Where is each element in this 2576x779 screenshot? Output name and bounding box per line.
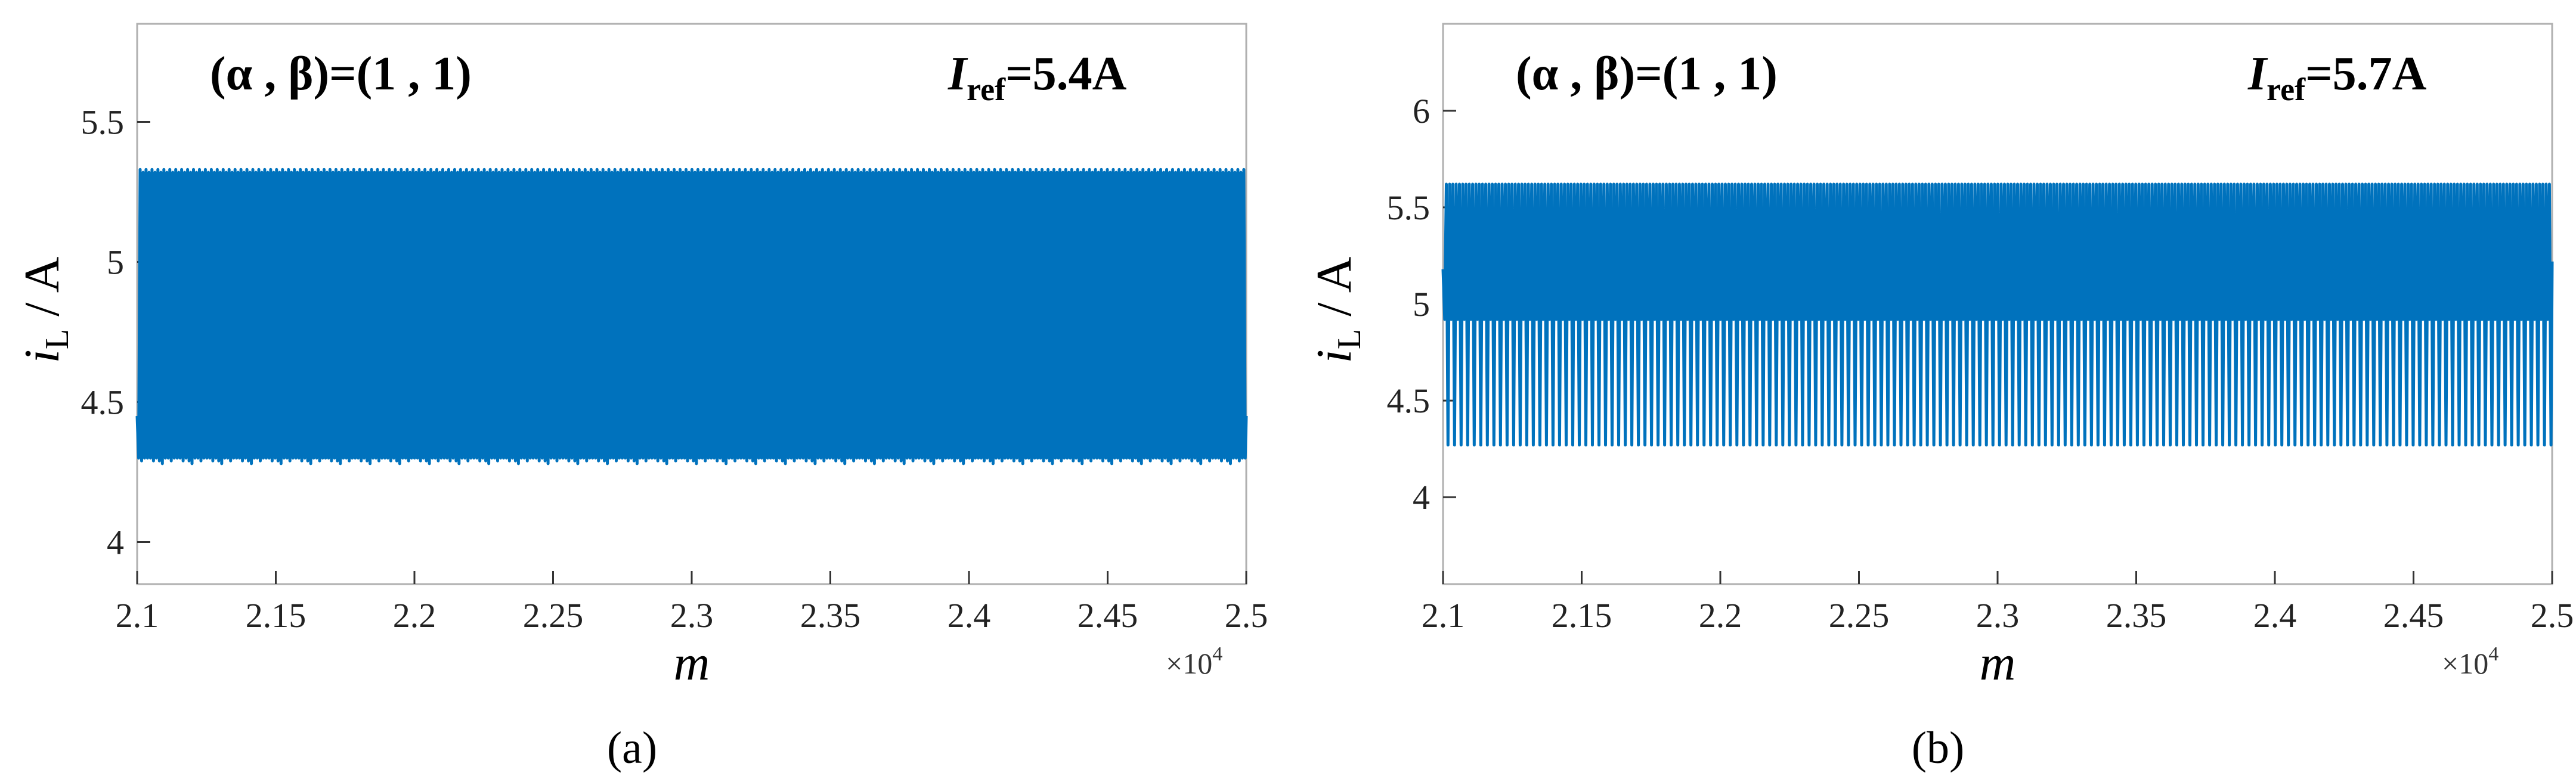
x-tick-label: 2.1: [1422, 596, 1465, 635]
x-tick-label: 2.5: [1225, 596, 1268, 635]
y-tick-label: 6: [1413, 92, 1430, 131]
y-axis-label: iL / A: [1306, 256, 1368, 363]
series-line: [135, 167, 1248, 465]
x-tick-label: 2.25: [1829, 596, 1890, 635]
y-tick-label: 5.5: [1387, 188, 1431, 227]
x-ticks: 2.1 2.15 2.2 2.25 2.3 2.35 2.4 2.45 2.5: [1422, 571, 2574, 635]
x-tick-label: 2.35: [2106, 596, 2167, 635]
panel-caption: (b): [1912, 723, 1965, 773]
x-tick-label: 2.2: [393, 596, 436, 635]
x-tick-label: 2.25: [523, 596, 584, 635]
x-tick-label: 2.4: [948, 596, 991, 635]
x-ticks: 2.1 2.15 2.2 2.25 2.3 2.35 2.4 2.45 2.5: [116, 571, 1268, 635]
y-tick-label: 4.5: [1387, 381, 1431, 420]
panel-a: 4 4.5 5 5.5 2.1 2.15 2.2 2.25 2.3 2.35 2.4 2.45 2.5…: [14, 23, 1268, 773]
x-tick-label: 2.5: [2531, 596, 2574, 635]
y-tick-label: 5: [1413, 285, 1430, 324]
params-label: (α , β)=(1 , 1): [210, 48, 472, 100]
x-multiplier: ×104: [1166, 643, 1222, 680]
y-tick-label: 4: [107, 523, 124, 562]
x-tick-label: 2.15: [1552, 596, 1612, 635]
iref-label: Iref=5.4A: [948, 48, 1127, 107]
y-axis-label: iL / A: [14, 256, 76, 363]
data-series: [1441, 182, 2554, 447]
x-tick-label: 2.1: [116, 596, 159, 635]
y-tick-label: 4.5: [81, 383, 125, 422]
x-tick-label: 2.2: [1699, 596, 1742, 635]
panel-caption: (a): [607, 723, 657, 773]
x-tick-label: 2.3: [670, 596, 714, 635]
y-tick-label: 4: [1413, 478, 1430, 517]
y-tick-label: 5.5: [81, 103, 125, 142]
x-tick-label: 2.15: [246, 596, 306, 635]
x-axis-label: m: [674, 635, 710, 691]
x-tick-label: 2.45: [1078, 596, 1138, 635]
x-multiplier: ×104: [2442, 643, 2498, 680]
panel-b: 44.555.56 2.1 2.15 2.2 2.25 2.3 2.35 2.4 2.45 2.…: [1306, 23, 2574, 773]
data-series: [135, 167, 1248, 465]
x-tick-label: 2.35: [800, 596, 861, 635]
x-tick-label: 2.45: [2383, 596, 2444, 635]
y-tick-label: 5: [107, 243, 124, 282]
x-tick-label: 2.3: [1976, 596, 2020, 635]
x-axis-label: m: [1980, 635, 2016, 691]
x-tick-label: 2.4: [2253, 596, 2297, 635]
series-line: [1441, 182, 2554, 447]
iref-label: Iref=5.7A: [2247, 48, 2427, 107]
params-label: (α , β)=(1 , 1): [1516, 48, 1778, 100]
